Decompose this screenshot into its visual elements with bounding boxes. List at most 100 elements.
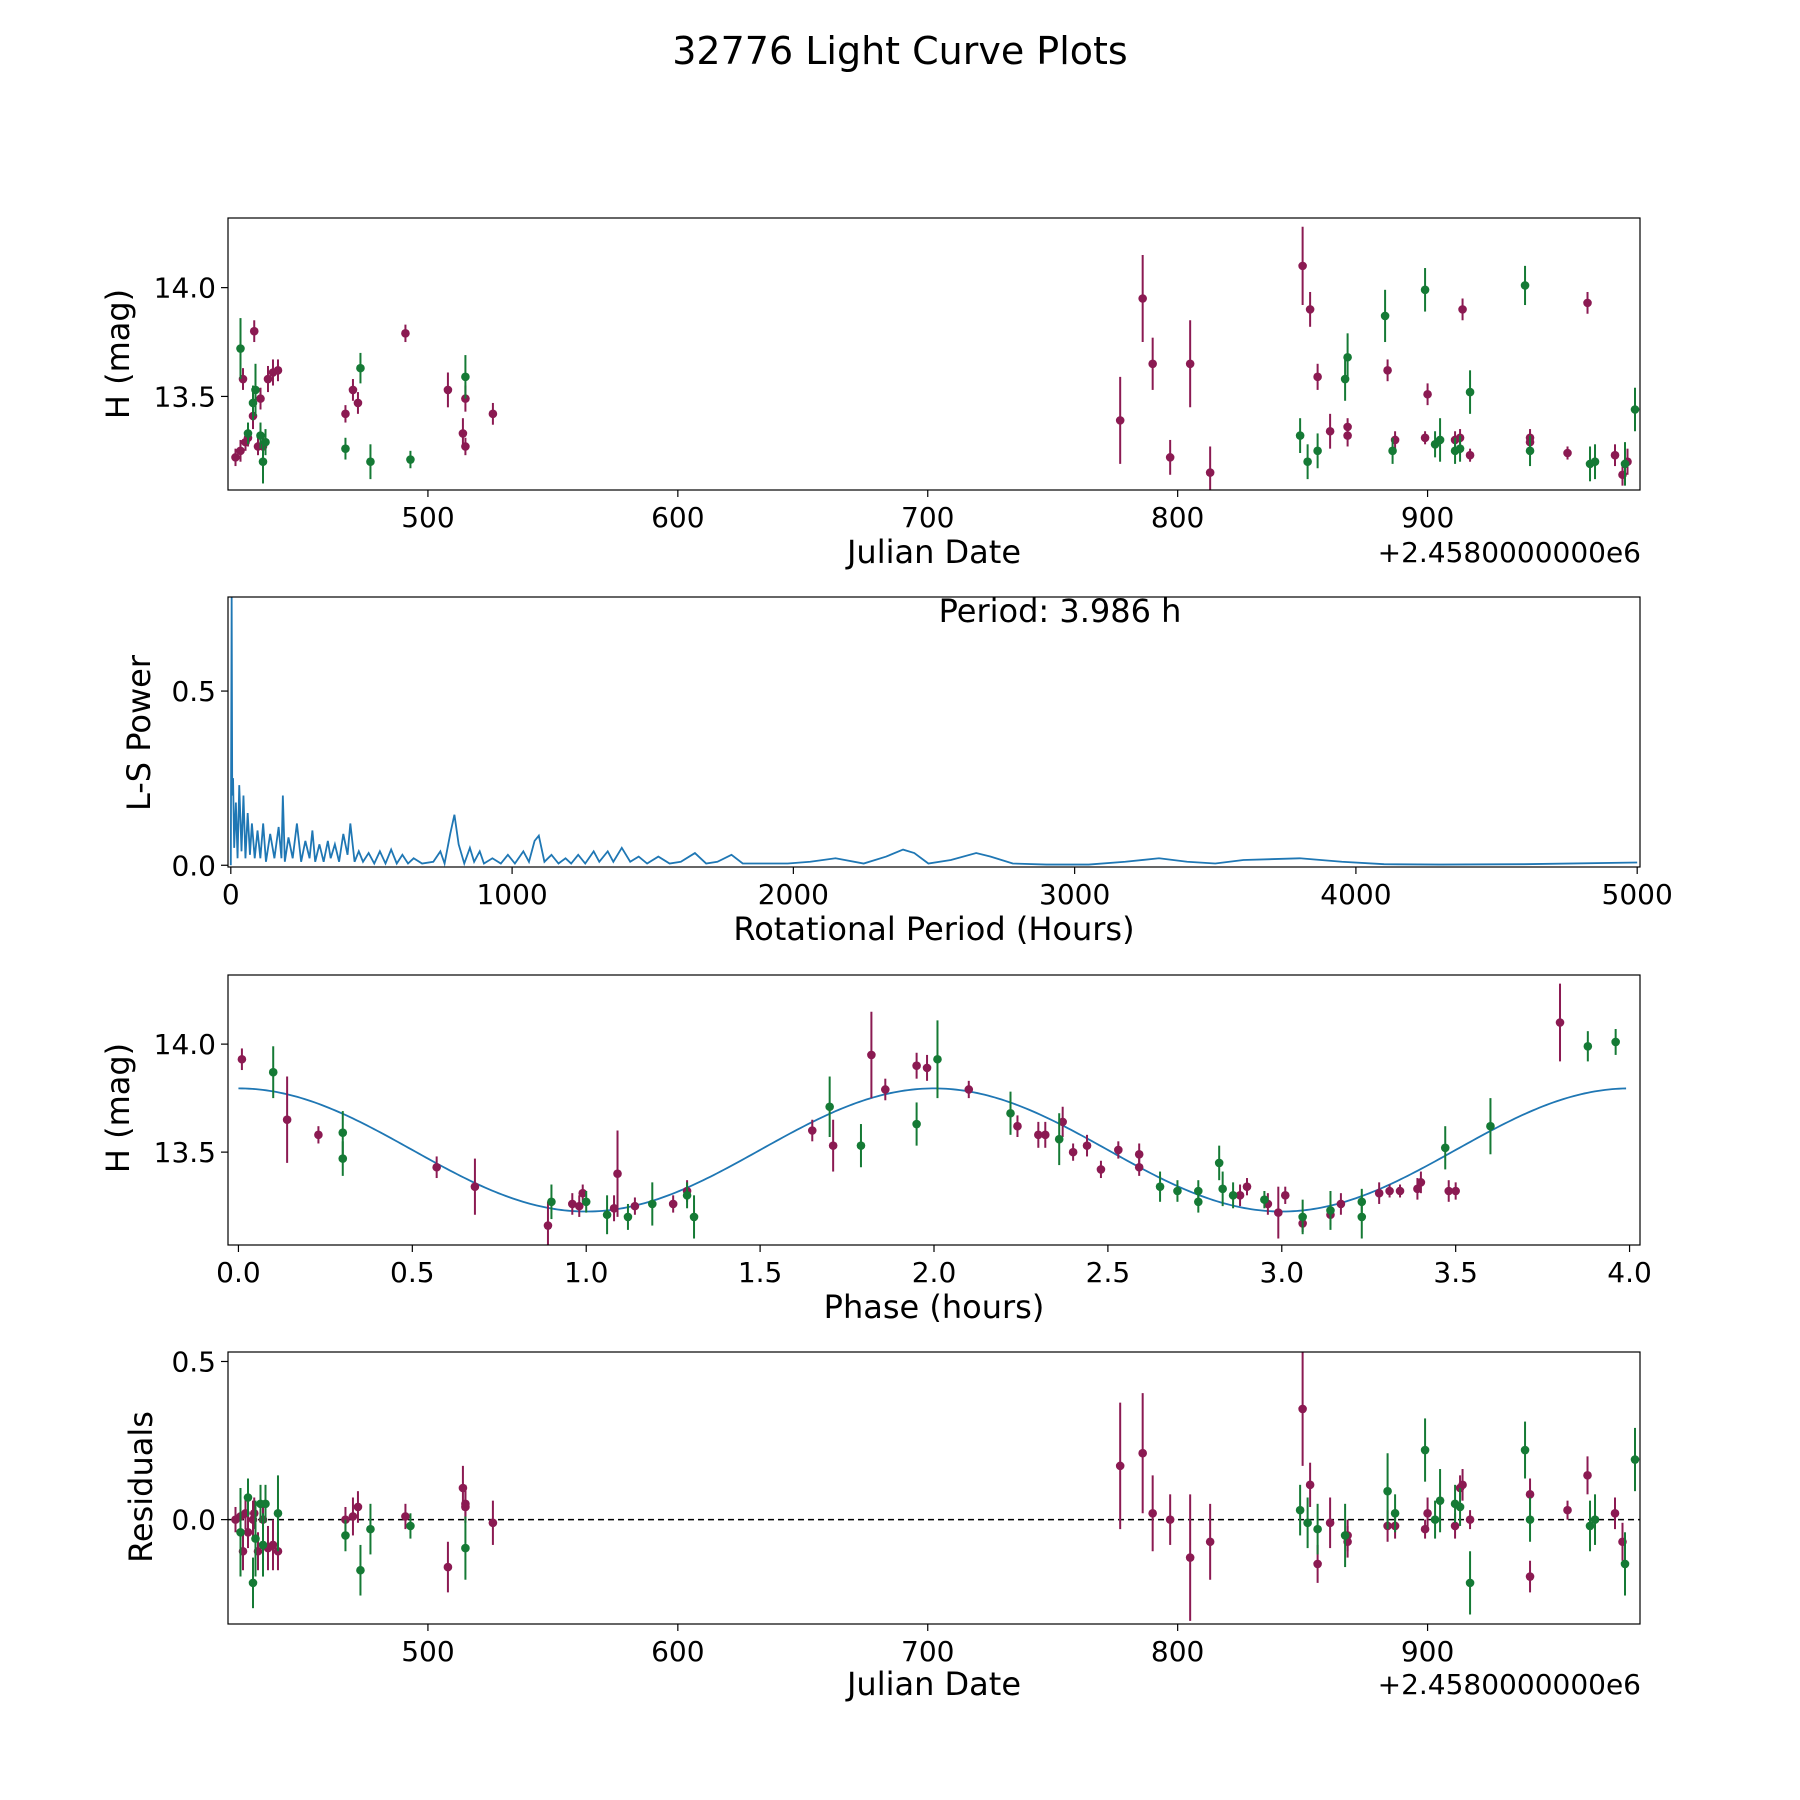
phase-magenta-point xyxy=(1114,1145,1123,1155)
phase-magenta-point xyxy=(1413,1184,1422,1194)
res-magenta-point xyxy=(1305,1480,1315,1490)
lc-green-point xyxy=(1620,459,1630,469)
phase-green-point xyxy=(682,1191,692,1200)
lc-green-point xyxy=(1388,446,1397,456)
lc-green-point xyxy=(1313,446,1322,456)
figure-title: 32776 Light Curve Plots xyxy=(672,29,1127,73)
lc-magenta-point xyxy=(236,446,245,456)
lc-magenta-point xyxy=(231,453,240,462)
lc-y-tick-label: 13.5 xyxy=(154,380,216,413)
ls-period-annotation: Period: 3.986 h xyxy=(939,592,1182,630)
lc-magenta-point xyxy=(1205,468,1215,477)
phase-magenta-point xyxy=(613,1169,622,1179)
phase-y-tick-label: 13.5 xyxy=(154,1136,216,1169)
lc-magenta-point xyxy=(1138,294,1147,303)
lc-green-point xyxy=(1435,435,1445,445)
lc-green-point xyxy=(356,363,365,373)
lc-magenta-point xyxy=(353,398,363,408)
lc-green-point xyxy=(1590,457,1600,467)
phase-green-point xyxy=(1228,1191,1238,1200)
res-magenta-point xyxy=(443,1562,453,1572)
lc-green-point xyxy=(236,344,245,353)
phase-magenta-point xyxy=(282,1115,292,1125)
res-x-tick-label: 700 xyxy=(901,1635,954,1668)
res-magenta-point xyxy=(1610,1509,1620,1518)
lc-magenta-point xyxy=(488,409,498,419)
res-green-point xyxy=(1465,1578,1475,1588)
phase-magenta-point xyxy=(1336,1199,1346,1209)
lc-magenta-point xyxy=(1298,261,1307,271)
res-magenta-point xyxy=(348,1512,358,1521)
phase-magenta-point xyxy=(574,1201,584,1211)
ls-x-tick-label: 4000 xyxy=(1320,878,1391,911)
phase-x-tick-label: 1.0 xyxy=(564,1256,609,1289)
lc-magenta-point xyxy=(1115,416,1125,425)
res-green-point xyxy=(1455,1502,1465,1512)
phase-green-point xyxy=(1326,1206,1335,1215)
phase-magenta-point xyxy=(543,1221,553,1230)
phase-magenta-point xyxy=(1013,1121,1022,1131)
res-green-point xyxy=(356,1565,365,1575)
res-plot-area xyxy=(228,1352,1657,1621)
ls-frame xyxy=(227,596,1641,868)
res-green-point xyxy=(236,1527,245,1537)
phase-magenta-point xyxy=(470,1182,480,1191)
res-green-point xyxy=(273,1509,283,1518)
lc-magenta-point xyxy=(443,385,453,395)
res-green-point xyxy=(1430,1515,1440,1524)
res-magenta-point xyxy=(353,1502,363,1512)
phase-magenta-point xyxy=(828,1141,838,1150)
lc-green-point xyxy=(406,455,415,464)
phase-green-point xyxy=(1218,1184,1227,1194)
phase-magenta-point xyxy=(1374,1188,1384,1198)
phase-green-point xyxy=(547,1197,556,1207)
res-magenta-point xyxy=(1205,1537,1215,1547)
ls-plot-area xyxy=(229,597,1638,867)
phase-magenta-point xyxy=(1274,1208,1283,1217)
lc-green-point xyxy=(1630,405,1640,414)
phase-green-point xyxy=(1173,1186,1182,1196)
res-magenta-point xyxy=(1148,1509,1157,1518)
lc-green-point xyxy=(1303,457,1312,467)
phase-green-point xyxy=(623,1212,633,1222)
lc-magenta-point xyxy=(1648,436,1657,445)
lc-magenta-point xyxy=(249,326,259,336)
res-magenta-point xyxy=(488,1518,498,1528)
phase-green-point xyxy=(602,1210,612,1220)
res-magenta-point xyxy=(249,1509,259,1518)
lc-magenta-point xyxy=(1583,298,1592,308)
lc-x-tick-label: 600 xyxy=(651,501,704,534)
lc-magenta-point xyxy=(401,329,410,338)
res-magenta-point xyxy=(1648,1575,1657,1584)
res-magenta-point xyxy=(461,1502,470,1512)
lc-green-point xyxy=(1525,446,1535,456)
phase-magenta-point xyxy=(1242,1182,1252,1191)
lc-green-point xyxy=(243,429,253,438)
lc-green-point xyxy=(256,431,265,440)
lc-ylabel: H (mag) xyxy=(99,289,137,419)
res-green-point xyxy=(1390,1509,1400,1518)
res-magenta-point xyxy=(1165,1515,1175,1524)
phase-green-point xyxy=(1006,1108,1015,1118)
ls-series-line xyxy=(229,597,1638,867)
lc-magenta-point xyxy=(1465,450,1475,460)
phase-magenta-point xyxy=(1395,1186,1405,1196)
phase-plot-area xyxy=(237,983,1627,1245)
res-magenta-point xyxy=(1465,1515,1475,1524)
phase-magenta-point xyxy=(881,1085,890,1094)
res-magenta-point xyxy=(1185,1553,1195,1562)
res-green-point xyxy=(1420,1445,1430,1455)
phase-x-tick-label: 0.0 xyxy=(216,1256,261,1289)
lc-green-point xyxy=(461,372,470,382)
phase-ylabel: H (mag) xyxy=(99,1043,137,1173)
phase-magenta-point xyxy=(1034,1130,1043,1140)
phase-x-tick-label: 0.5 xyxy=(390,1256,435,1289)
lc-green-point xyxy=(261,437,270,447)
lc-green-point xyxy=(258,457,268,467)
phase-green-point xyxy=(1486,1121,1495,1131)
panel-light-curve: Julian Date H (mag) +2.4580000000e6 500 6… xyxy=(99,217,1657,571)
ls-x-tick-label: 5000 xyxy=(1602,878,1673,911)
res-green-point xyxy=(1630,1455,1640,1464)
res-magenta-point xyxy=(401,1512,410,1521)
phase-frame xyxy=(227,974,1641,1246)
